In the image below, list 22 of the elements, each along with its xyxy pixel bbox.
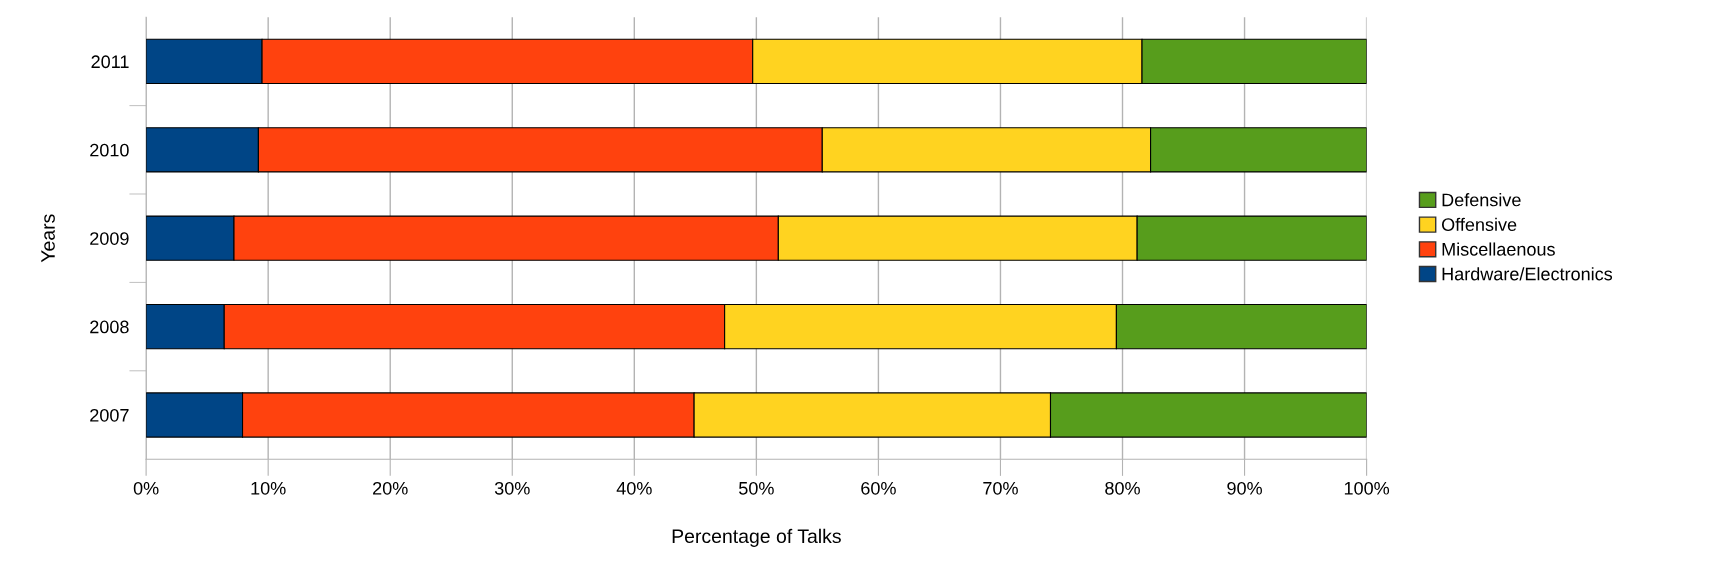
x-tick-label: 10% <box>251 481 286 495</box>
legend-label: Offensive <box>1441 217 1517 232</box>
y-axis-title: Years <box>41 214 55 263</box>
y-tick-label: 2008 <box>90 320 129 334</box>
x-tick-label: 50% <box>739 481 774 495</box>
x-tick-label: 70% <box>983 481 1018 495</box>
x-tick-label: 20% <box>373 481 408 495</box>
y-tick-label: 2011 <box>91 55 129 69</box>
x-tick-label: 40% <box>616 481 652 495</box>
legend-label: Hardware/Electronics <box>1442 267 1613 281</box>
x-tick-label: 80% <box>1105 481 1140 495</box>
x-tick-label: 0% <box>133 481 159 495</box>
x-tick-label: 30% <box>494 481 530 495</box>
x-axis-title: Percentage of Talks <box>672 528 841 547</box>
legend-label: Miscellaenous <box>1442 242 1555 256</box>
y-tick-label: 2010 <box>90 143 129 157</box>
x-tick-label: 100% <box>1344 481 1390 495</box>
x-tick-label: 60% <box>861 481 896 495</box>
y-tick-label: 2007 <box>90 408 129 422</box>
y-tick-label: 2009 <box>90 232 129 245</box>
legend-label: Defensive <box>1442 193 1521 207</box>
x-tick-label: 90% <box>1227 481 1262 495</box>
